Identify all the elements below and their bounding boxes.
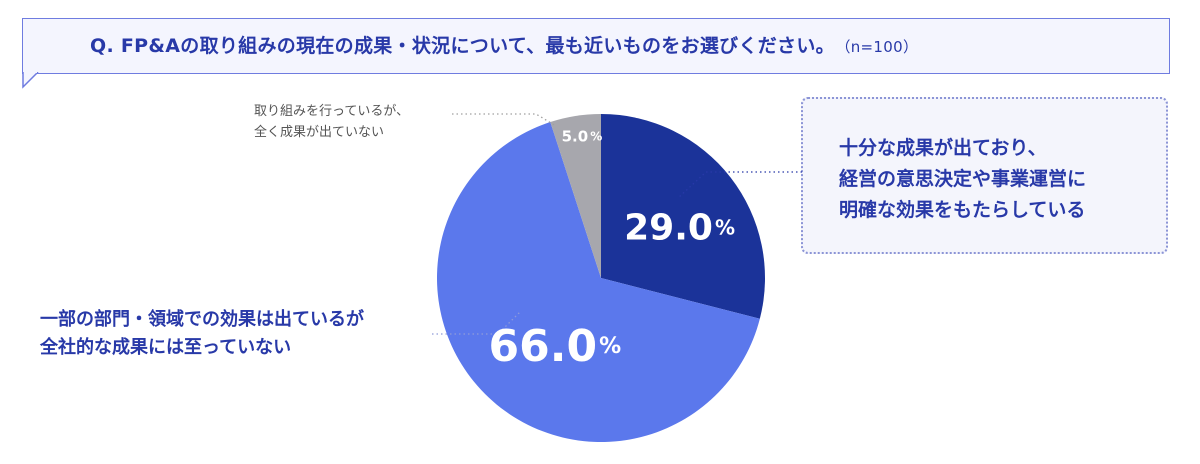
slice-label-29-line: 十分な成果が出ており、 [839,137,1047,159]
leader-line-5 [452,113,557,127]
slice-label-29: 十分な成果が出ており、 経営の意思決定や事業運営に 明確な効果をもたらしている [839,133,1086,226]
question-text: Q. FP&Aの取り組みの現在の成果・状況について、最も近いものをお選びください… [90,35,835,57]
slice-label-29-line: 明確な効果をもたらしている [839,199,1086,221]
question-title: Q. FP&Aの取り組みの現在の成果・状況について、最も近いものをお選びください… [90,31,918,58]
slice-label-66-line: 全社的な成果には至っていない [40,337,292,358]
slice-label-5: 取り組みを行っているが、 全く成果が出ていない [254,101,409,143]
leader-line-29 [677,171,802,199]
slice-value-label: 29.0% [624,207,735,248]
slice-value-label: 66.0% [489,320,622,371]
leader-line-66 [432,311,521,335]
slice-label-5-line: 全く成果が出ていない [254,125,385,140]
speech-bubble-tail [22,72,39,89]
pie-slice [550,114,601,278]
slice-label-66: 一部の部門・領域での効果は出ているが 全社的な成果には至っていない [40,306,364,362]
slice-label-29-line: 経営の意思決定や事業運営に [839,168,1087,190]
callout-box-29 [801,97,1168,254]
slice-label-5-line: 取り組みを行っているが、 [254,104,410,119]
question-box [22,18,1170,74]
pie-slice [601,114,765,319]
slice-value-label: 5.0% [562,128,603,146]
sample-size: （n=100） [842,38,919,56]
slice-label-66-line: 一部の部門・領域での効果は出ているが [40,309,364,330]
pie-slice [437,122,760,442]
